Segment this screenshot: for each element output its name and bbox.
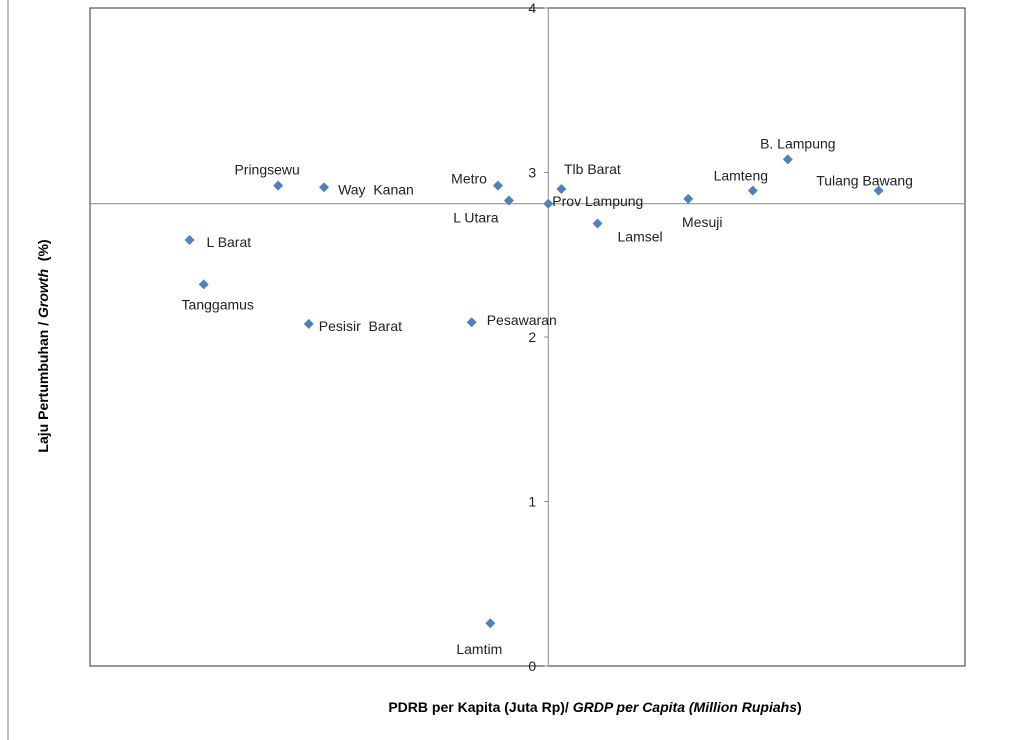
point-label: Prov Lampung (552, 193, 643, 209)
data-point (303, 318, 314, 329)
x-axis-title-part: GRDP per Capita (Million Rupiahs (573, 699, 797, 715)
data-point (485, 618, 496, 629)
point-label: Lamteng (714, 168, 768, 184)
point-label: L Utara (453, 209, 499, 225)
data-point (873, 185, 884, 196)
point-label: Way Kanan (338, 181, 414, 197)
data-point (592, 218, 603, 229)
point-label: Tlb Barat (564, 161, 621, 177)
point-label: Lamsel (618, 228, 663, 244)
data-point (273, 180, 284, 191)
data-point (543, 198, 554, 209)
data-point (747, 185, 758, 196)
data-point (466, 317, 477, 328)
point-label: Pesisir Barat (319, 318, 402, 334)
y-axis-title-part: (%) (35, 239, 51, 269)
y-tick-label: 0 (528, 658, 536, 674)
x-axis-title-part: PDRB per Kapita (Juta Rp)/ (388, 699, 572, 715)
y-axis-title-part: Growth (35, 269, 51, 318)
plot-area (89, 7, 966, 667)
data-point (503, 195, 514, 206)
data-point (198, 279, 209, 290)
y-tick-label: 4 (528, 0, 536, 16)
data-point (184, 234, 195, 245)
data-point (556, 183, 567, 194)
data-point (492, 180, 503, 191)
point-label: Mesuji (682, 214, 722, 230)
point-label: L Barat (207, 234, 252, 250)
point-label: Pesawaran (487, 312, 557, 328)
y-tick-label: 2 (528, 329, 536, 345)
y-tick-label: 3 (528, 165, 536, 181)
point-label: Lamtim (456, 641, 502, 657)
data-point (782, 154, 793, 165)
data-point (319, 182, 330, 193)
y-axis-title: Laju Pertumbuhan / Growth (%) (35, 239, 51, 452)
data-point (683, 193, 694, 204)
x-axis-title: PDRB per Kapita (Juta Rp)/ GRDP per Capi… (388, 699, 801, 715)
point-label: Tanggamus (182, 296, 254, 312)
y-axis-title-part: Laju Pertumbuhan / (35, 318, 51, 453)
y-tick-label: 1 (528, 494, 536, 510)
x-axis-title-part: ) (797, 699, 802, 715)
point-label: Tulang Bawang (816, 173, 913, 189)
point-label: Pringsewu (234, 162, 299, 178)
point-label: B. Lampung (760, 135, 836, 151)
point-label: Metro (451, 171, 487, 187)
